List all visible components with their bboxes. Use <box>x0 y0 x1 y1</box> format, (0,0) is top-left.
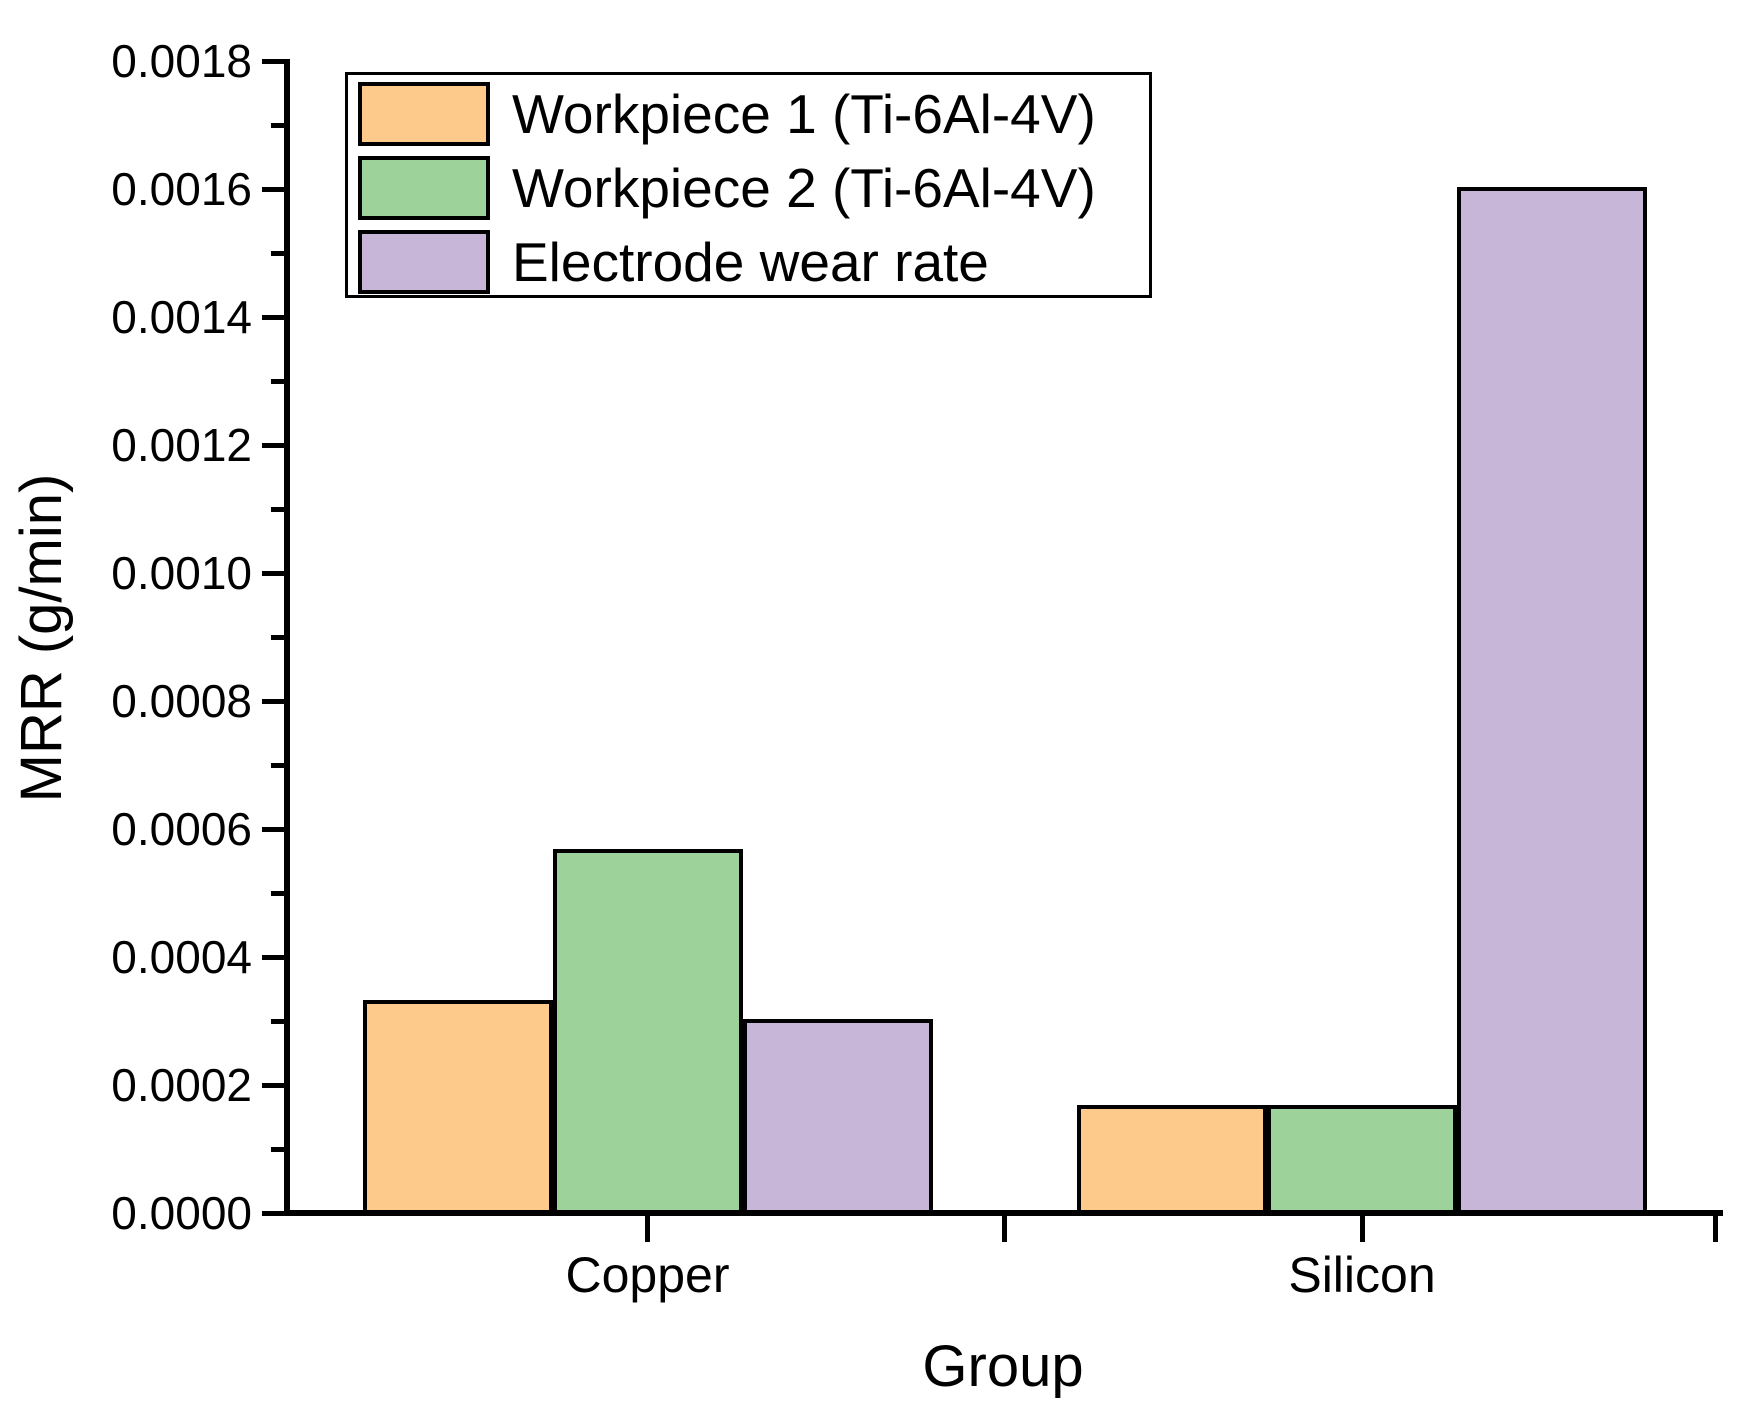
y-axis-line <box>284 59 290 1216</box>
legend: Workpiece 1 (Ti-6Al-4V) Workpiece 2 (Ti-… <box>345 72 1152 298</box>
x-axis-title: Group <box>922 1334 1084 1399</box>
y-major-tick <box>262 826 284 832</box>
y-tick-label: 0.0000 <box>111 1187 252 1239</box>
y-major-tick <box>262 698 284 704</box>
y-tick-label: 0.0002 <box>111 1059 252 1111</box>
y-major-tick <box>262 570 284 576</box>
y-minor-tick <box>271 890 284 896</box>
bar-silicon-electrode-wear-rate <box>1457 187 1647 1216</box>
y-major-tick <box>262 954 284 960</box>
y-major-tick <box>262 314 284 320</box>
legend-swatch-workpiece-1-icon <box>358 82 490 146</box>
legend-label-workpiece-2: Workpiece 2 (Ti-6Al-4V) <box>512 157 1096 219</box>
y-axis-title: MRR (g/min) <box>9 473 74 803</box>
x-boundary-tick <box>1712 1216 1718 1242</box>
legend-item-workpiece-2: Workpiece 2 (Ti-6Al-4V) <box>358 156 1149 220</box>
y-minor-tick <box>271 1146 284 1152</box>
x-category-label-copper: Copper <box>565 1247 730 1303</box>
legend-label-workpiece-1: Workpiece 1 (Ti-6Al-4V) <box>512 83 1096 145</box>
x-boundary-tick <box>1002 1216 1008 1242</box>
bar-silicon-workpiece-2-ti-6al-4v <box>1267 1105 1457 1216</box>
y-major-tick <box>262 58 284 64</box>
y-major-tick <box>262 1082 284 1088</box>
y-tick-label: 0.0018 <box>111 35 252 87</box>
x-major-tick <box>1359 1216 1365 1242</box>
y-tick-label: 0.0006 <box>111 803 252 855</box>
x-axis-line <box>284 1210 1723 1216</box>
y-tick-label: 0.0004 <box>111 931 252 983</box>
y-minor-tick <box>271 378 284 384</box>
y-major-tick <box>262 442 284 448</box>
y-tick-label: 0.0012 <box>111 419 252 471</box>
y-major-tick <box>262 186 284 192</box>
y-minor-tick <box>271 762 284 768</box>
y-minor-tick <box>271 634 284 640</box>
legend-swatch-electrode-wear-rate-icon <box>358 230 490 294</box>
y-minor-tick <box>271 506 284 512</box>
legend-item-workpiece-1: Workpiece 1 (Ti-6Al-4V) <box>358 82 1149 146</box>
y-minor-tick <box>271 250 284 256</box>
y-minor-tick <box>271 1018 284 1024</box>
legend-label-electrode-wear-rate: Electrode wear rate <box>512 231 989 293</box>
y-minor-tick <box>271 122 284 128</box>
legend-swatch-workpiece-2-icon <box>358 156 490 220</box>
y-tick-label: 0.0016 <box>111 163 252 215</box>
bar-copper-workpiece-2-ti-6al-4v <box>552 849 743 1216</box>
bar-copper-electrode-wear-rate <box>742 1019 933 1216</box>
y-tick-label: 0.0010 <box>111 547 252 599</box>
legend-item-electrode-wear-rate: Electrode wear rate <box>358 230 1149 294</box>
bar-copper-workpiece-1-ti-6al-4v <box>362 999 553 1216</box>
y-tick-label: 0.0014 <box>111 291 252 343</box>
x-category-label-silicon: Silicon <box>1288 1247 1436 1303</box>
y-major-tick <box>262 1210 284 1216</box>
bar-silicon-workpiece-1-ti-6al-4v <box>1077 1105 1267 1216</box>
x-major-tick <box>645 1216 650 1242</box>
y-tick-label: 0.0008 <box>111 675 252 727</box>
